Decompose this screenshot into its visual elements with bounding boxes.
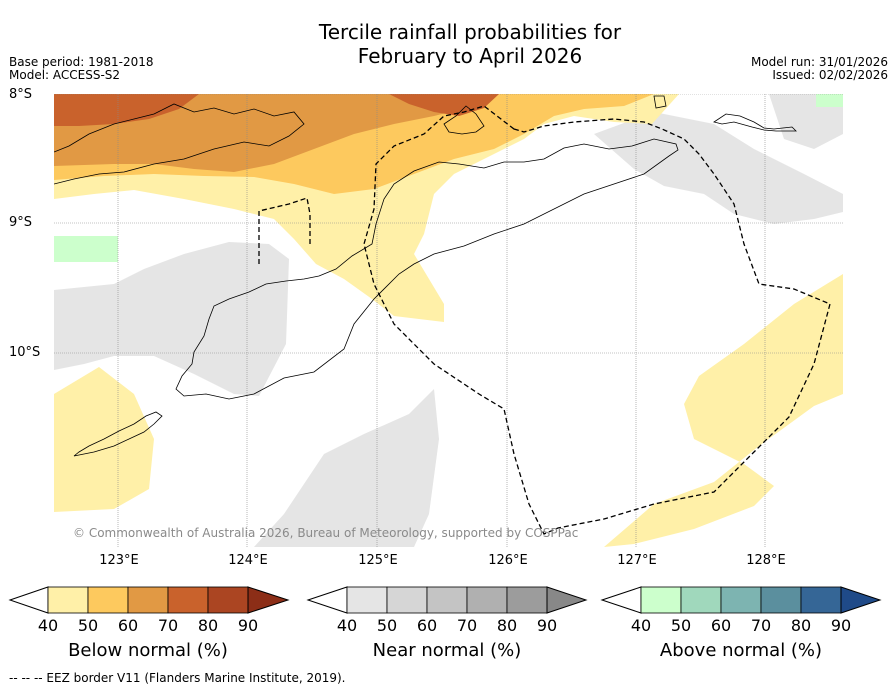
legend-near-right-arrow <box>546 586 588 614</box>
legend-near-tick: 50 <box>377 616 397 635</box>
above-normal-patch-east <box>816 94 843 107</box>
legend-near-title: Near normal (%) <box>372 640 522 661</box>
timor-island-outline <box>175 138 679 400</box>
lat-label-8s: 8°S <box>9 87 33 102</box>
legend-below-tick: 50 <box>78 616 98 635</box>
lon-label-127e: 127°E <box>617 553 657 568</box>
legend-near-swatch-90 <box>506 586 548 614</box>
lon-label-123e: 123°E <box>99 553 139 568</box>
map-panel: © Commonwealth of Australia 2026, Bureau… <box>54 94 843 547</box>
lon-label-125e: 125°E <box>358 553 398 568</box>
legend-below-swatch-60 <box>87 586 129 614</box>
lat-label-10s: 10°S <box>9 345 41 360</box>
legend-above-title: Above normal (%) <box>659 640 823 661</box>
legend-near-left-arrow <box>306 586 348 614</box>
legend-near-swatch-50 <box>346 586 388 614</box>
wetar-outline <box>443 105 485 135</box>
lat-label-9s: 9°S <box>9 215 33 230</box>
legend-above-swatch-70 <box>720 586 762 614</box>
legend-below-swatch-70 <box>127 586 169 614</box>
legend-below-tick: 40 <box>38 616 58 635</box>
meta-right: Model run: 31/01/2026 Issued: 02/02/2026 <box>751 56 888 82</box>
legend-below-swatch-50 <box>47 586 89 614</box>
legend-above-tick: 60 <box>711 616 731 635</box>
legend-near-tick: 70 <box>457 616 477 635</box>
legend-above-tick: 50 <box>671 616 691 635</box>
legend-below-swatch-80 <box>167 586 209 614</box>
legend-below-tick: 70 <box>158 616 178 635</box>
meta-left: Base period: 1981-2018 Model: ACCESS-S2 <box>9 56 154 82</box>
legend-above-swatch-90 <box>800 586 842 614</box>
legend-near-swatch-70 <box>426 586 468 614</box>
legend-below-tick: 90 <box>238 616 258 635</box>
below-normal-80-west <box>54 94 199 126</box>
lon-label-126e: 126°E <box>488 553 528 568</box>
model-name: Model: ACCESS-S2 <box>9 68 121 82</box>
flores-outline <box>54 103 305 185</box>
legend-below-tick: 60 <box>118 616 138 635</box>
title-line-2: February to April 2026 <box>357 44 583 68</box>
sumba-outline <box>73 411 163 457</box>
legend-panel: 40 50 60 70 80 90 40 50 60 70 80 90 40 5… <box>8 586 882 635</box>
near-normal-region-east <box>594 112 843 224</box>
legend-near-tick: 60 <box>417 616 437 635</box>
legend-near-normal <box>306 586 588 614</box>
below-normal-50-southeast <box>604 274 843 547</box>
map-gridlines <box>54 94 843 547</box>
legend-below-left-arrow <box>8 586 49 614</box>
issued-date: Issued: 02/02/2026 <box>772 68 888 82</box>
babar-outline <box>713 113 797 132</box>
near-normal-region-south <box>254 389 439 547</box>
legend-above-tick: 80 <box>791 616 811 635</box>
map-credit: © Commonwealth of Australia 2026, Bureau… <box>73 526 578 540</box>
eez-footnote: -- -- -- EEZ border V11 (Flanders Marine… <box>9 671 346 685</box>
legend-above-swatch-50 <box>640 586 682 614</box>
legend-below-normal <box>8 586 290 614</box>
above-normal-patch-west <box>54 236 118 262</box>
legend-below-right-arrow <box>247 586 290 614</box>
map-title: Tercile rainfall probabilities for Febru… <box>0 20 896 68</box>
title-line-1: Tercile rainfall probabilities for <box>318 20 622 44</box>
islet-outline <box>653 95 667 109</box>
legend-near-tick: 90 <box>537 616 557 635</box>
legend-above-normal <box>600 586 882 614</box>
coastlines <box>54 95 797 457</box>
legend-near-swatch-80 <box>466 586 508 614</box>
legend-below-swatch-90 <box>207 586 249 614</box>
legend-tick-labels: 40 50 60 70 80 90 40 50 60 70 80 90 40 5… <box>38 616 851 635</box>
near-normal-region-west <box>54 242 289 396</box>
legend-below-title: Below normal (%) <box>68 640 228 661</box>
eez-border-line <box>363 105 831 535</box>
legend-above-tick: 40 <box>631 616 651 635</box>
legend-above-swatch-60 <box>680 586 722 614</box>
legend-near-swatch-60 <box>386 586 428 614</box>
base-period: Base period: 1981-2018 <box>9 55 154 69</box>
legend-above-right-arrow <box>840 586 882 614</box>
legend-above-tick: 70 <box>751 616 771 635</box>
legend-above-left-arrow <box>600 586 642 614</box>
legend-above-tick: 90 <box>831 616 851 635</box>
legend-near-tick: 80 <box>497 616 517 635</box>
lon-label-124e: 124°E <box>228 553 268 568</box>
eez-border <box>258 105 831 535</box>
lon-label-128e: 128°E <box>746 553 786 568</box>
legend-near-tick: 40 <box>337 616 357 635</box>
legend-below-tick: 80 <box>198 616 218 635</box>
below-normal-50-southwest <box>54 367 154 512</box>
legend-above-swatch-80 <box>760 586 802 614</box>
model-run: Model run: 31/01/2026 <box>750 55 888 69</box>
eez-border-oecusse <box>258 197 311 264</box>
near-normal-region-northeast <box>769 94 843 149</box>
